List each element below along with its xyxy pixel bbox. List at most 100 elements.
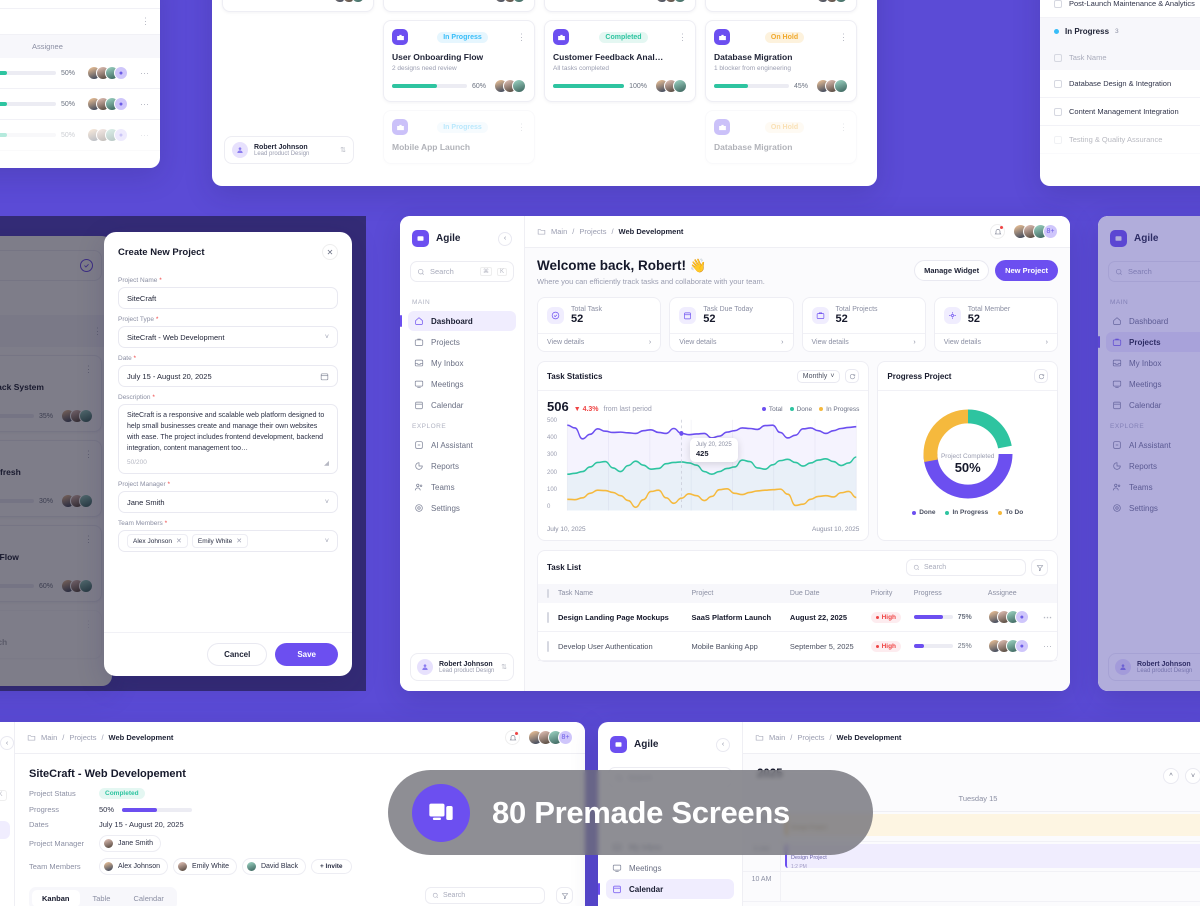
resize-handle-icon[interactable]: ◢ — [324, 460, 329, 468]
kebab-icon[interactable]: ⋮ — [516, 121, 526, 132]
chevron-updown-icon[interactable]: ⇅ — [501, 664, 507, 671]
cancel-button[interactable]: Cancel — [207, 643, 268, 666]
section-header[interactable]: In Progress 3 — [1040, 18, 1200, 45]
chevron-right-icon[interactable]: › — [781, 339, 784, 346]
project-type-select[interactable]: SiteCraft - Web Development ˅ — [118, 326, 338, 348]
assignee-avatars[interactable] — [494, 79, 526, 93]
kanban-card[interactable]: Completed ⋮ Customer Feedback Anal… All … — [544, 20, 696, 102]
breadcrumb-mid[interactable]: Projects — [69, 733, 97, 742]
sidebar-item-calendar[interactable]: Calendar — [1106, 395, 1200, 415]
brand[interactable]: Agile ‹ — [598, 722, 742, 765]
kebab-icon[interactable]: ⋮ — [839, 31, 848, 42]
table-row[interactable]: 50% ● ⋯ — [0, 89, 160, 120]
sidebar-item-meetings[interactable]: Meetings — [606, 858, 734, 878]
manager-chip[interactable]: Jane Smith — [99, 835, 162, 852]
assignee-avatars[interactable] — [494, 0, 526, 3]
sidebar-item-my-inbox[interactable]: My Inbox — [1106, 353, 1200, 373]
stat-card-total-task[interactable]: Total Task 52 View details › — [537, 297, 662, 352]
kanban-card[interactable]: API Integration 12 tasks to be assigned … — [222, 0, 374, 12]
row-menu-icon[interactable]: ⋯ — [1043, 640, 1053, 651]
kanban-card[interactable]: On Hold ⋮ Database Migration — [705, 110, 857, 164]
kebab-icon[interactable]: ⋮ — [839, 121, 848, 132]
row-menu-icon[interactable]: ⋯ — [140, 67, 150, 78]
assignee-avatars[interactable] — [655, 0, 687, 3]
kebab-icon[interactable]: ⋮ — [516, 31, 526, 42]
manage-widget-button[interactable]: Manage Widget — [914, 260, 990, 281]
next-icon[interactable]: ˅ — [1185, 768, 1200, 784]
assignee-avatars[interactable] — [816, 0, 848, 3]
row-menu-icon[interactable]: ⋯ — [140, 129, 150, 140]
kanban-card[interactable]: Q3 Marketing Campaign Awaiting budget ap… — [705, 0, 857, 12]
filter-icon[interactable] — [1031, 559, 1048, 576]
team-avatars[interactable]: 8+ — [528, 730, 573, 745]
close-icon[interactable]: ✕ — [322, 244, 338, 260]
list-item[interactable]: Database Design & Integration — [1040, 70, 1200, 98]
kanban-card[interactable]: On Hold ⋮ Database Migration 1 blocker f… — [705, 20, 857, 102]
row-menu-icon[interactable]: ⋯ — [1043, 611, 1053, 622]
brand[interactable]: Agile ‹ — [400, 216, 524, 259]
table-row[interactable]: Develop User Authentication Mobile Banki… — [538, 631, 1057, 661]
team-members-select[interactable]: Alex Johnson ✕ Emily White ✕ ˅ — [118, 530, 338, 553]
row-checkbox[interactable] — [547, 611, 549, 623]
checkbox[interactable] — [1054, 53, 1062, 62]
sidebar-item-dashboard[interactable]: Dashboard — [400, 311, 516, 331]
sidebar-item-calendar[interactable]: Calendar — [598, 879, 734, 899]
table-row[interactable]: 50% ● ⋯ — [0, 120, 160, 151]
sidebar-item-dashboard[interactable]: Dashboard — [1106, 311, 1200, 331]
checkbox[interactable] — [1054, 107, 1062, 116]
collapse-sidebar-icon[interactable]: ‹ — [498, 231, 512, 246]
breadcrumb-mid[interactable]: Projects — [579, 227, 607, 236]
save-button[interactable]: Save — [275, 643, 338, 666]
checkbox[interactable] — [1054, 0, 1062, 8]
assignee-avatars[interactable]: ● — [987, 610, 1035, 624]
sidebar-active-indicator[interactable] — [0, 821, 10, 839]
description-textarea[interactable]: SiteCraft is a responsive and scalable w… — [118, 404, 338, 475]
project-manager-select[interactable]: Jane Smith ˅ — [118, 491, 338, 514]
assignee-avatars[interactable]: ● — [87, 97, 128, 111]
list-item[interactable]: Content Management Integration — [1040, 98, 1200, 126]
sidebar-item-projects[interactable]: Projects — [1098, 332, 1200, 352]
refresh-icon[interactable] — [1034, 369, 1048, 383]
view-details-link[interactable]: View details — [547, 339, 585, 346]
search-input[interactable]: Search — [425, 887, 545, 904]
member-chip[interactable]: Alex Johnson — [99, 858, 169, 875]
table-row[interactable]: Design Landing Page Mockups SaaS Platfor… — [538, 603, 1057, 632]
kanban-card[interactable]: Brand Identity Refresh 4 logo concepts p… — [383, 0, 535, 12]
invite-button[interactable]: + Invite — [310, 859, 352, 874]
assignee-avatars[interactable] — [655, 79, 687, 93]
checkbox[interactable] — [1054, 135, 1062, 144]
sidebar-item-settings[interactable]: Settings — [1106, 498, 1200, 518]
sidebar-item-projects[interactable]: Projects — [408, 332, 516, 352]
member-chip[interactable]: David Black — [241, 858, 306, 875]
view-details-link[interactable]: View details — [679, 339, 717, 346]
date-input[interactable]: July 15 - August 20, 2025 — [118, 365, 338, 387]
stat-card-total-member[interactable]: Total Member 52 View details › — [933, 297, 1058, 352]
breadcrumb-root[interactable]: Main — [551, 227, 568, 236]
assignee-avatars[interactable]: ● — [987, 639, 1035, 653]
tab-table[interactable]: Table — [92, 894, 111, 903]
notifications-icon[interactable] — [505, 730, 520, 745]
view-details-link[interactable]: View details — [811, 339, 849, 346]
sidebar-item-teams[interactable]: Teams — [408, 477, 516, 497]
user-profile-card[interactable]: Robert Johnson Lead product Design ⇅ — [410, 653, 514, 681]
range-select[interactable]: Monthly ˅ — [796, 369, 841, 383]
sidebar-item-teams[interactable]: Teams — [1106, 477, 1200, 497]
view-details-link[interactable]: View details — [943, 339, 981, 346]
sidebar-item-reports[interactable]: Reports — [1106, 456, 1200, 476]
sidebar-item-reports[interactable]: Reports — [408, 456, 516, 476]
sidebar-item-settings[interactable]: Settings — [408, 498, 516, 518]
task-search-input[interactable]: Search — [906, 559, 1026, 576]
refresh-icon[interactable] — [845, 369, 860, 383]
member-tag[interactable]: Emily White ✕ — [191, 534, 249, 549]
kebab-icon[interactable]: ⋮ — [141, 16, 150, 26]
team-avatars[interactable]: 8+ — [1013, 224, 1058, 239]
row-checkbox[interactable] — [547, 640, 549, 652]
tab-calendar[interactable]: Calendar — [133, 894, 164, 903]
chevron-updown-icon[interactable]: ⇅ — [340, 147, 346, 154]
filter-icon[interactable] — [556, 887, 573, 904]
brand[interactable]: Agile — [1098, 216, 1200, 259]
sidebar-item-ai-assistant[interactable]: AI Assistant — [408, 435, 516, 455]
table-row[interactable]: 50% ● ⋯ — [0, 58, 160, 89]
assignee-avatars[interactable]: ● — [87, 66, 128, 80]
chevron-right-icon[interactable]: › — [1045, 339, 1048, 346]
